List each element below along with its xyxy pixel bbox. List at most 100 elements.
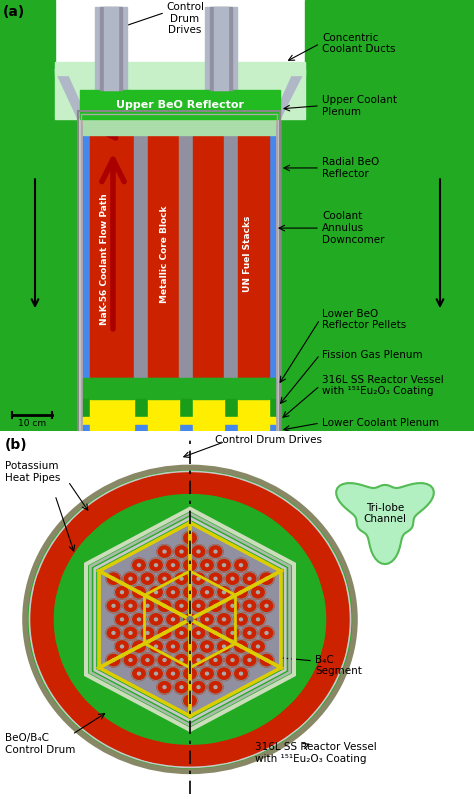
Text: 316L SS Reactor Vessel
with ¹⁵¹Eu₂O₃ Coating: 316L SS Reactor Vessel with ¹⁵¹Eu₂O₃ Coa… [322,375,444,396]
Circle shape [225,599,240,613]
Circle shape [234,666,248,681]
Circle shape [197,631,200,634]
Text: NaK-56 Coolant Flow Path: NaK-56 Coolant Flow Path [100,193,109,325]
Circle shape [234,559,248,572]
Circle shape [180,686,183,689]
Circle shape [148,639,164,654]
Circle shape [225,653,240,667]
Circle shape [222,672,226,675]
Circle shape [165,639,181,654]
Circle shape [174,545,189,559]
Circle shape [174,680,189,694]
Bar [100,7,122,90]
Circle shape [217,586,231,599]
Circle shape [259,572,274,586]
Bar [83,400,275,417]
Circle shape [157,572,172,586]
Circle shape [242,599,257,613]
Circle shape [208,653,223,667]
Circle shape [265,578,268,580]
Circle shape [172,618,174,621]
Circle shape [163,658,166,662]
Circle shape [146,658,149,662]
Circle shape [106,626,121,640]
Circle shape [155,645,157,648]
Circle shape [189,618,191,621]
Circle shape [25,467,355,771]
Circle shape [106,599,121,613]
Circle shape [131,613,146,626]
Bar [81,114,277,432]
Circle shape [208,626,223,640]
Circle shape [155,672,157,675]
Text: Fission Gas Plenum: Fission Gas Plenum [322,350,423,360]
Circle shape [214,686,217,689]
Circle shape [239,591,243,594]
Circle shape [231,578,234,580]
Polygon shape [35,511,98,593]
Bar [305,0,474,114]
Circle shape [200,586,215,599]
Bar [95,7,127,90]
Circle shape [148,613,164,626]
Polygon shape [141,473,239,499]
Circle shape [165,559,181,572]
Circle shape [146,578,149,580]
Bar [83,417,275,431]
Bar [90,400,134,431]
Circle shape [265,604,268,607]
Bar [280,114,474,435]
Circle shape [180,658,183,662]
Text: 10 cm: 10 cm [18,419,46,427]
Circle shape [131,559,146,572]
Circle shape [189,672,191,675]
Circle shape [214,604,217,607]
Circle shape [234,586,248,599]
Bar [193,379,224,400]
Circle shape [231,631,234,634]
Polygon shape [275,70,305,119]
Circle shape [197,551,200,553]
Circle shape [129,631,132,634]
Text: B₄C
Segment: B₄C Segment [315,654,362,676]
Circle shape [155,591,157,594]
Circle shape [157,680,172,694]
Circle shape [265,631,268,634]
Polygon shape [72,704,162,762]
Circle shape [191,626,206,640]
Bar [148,125,179,379]
Circle shape [250,586,265,599]
Circle shape [242,572,257,586]
Circle shape [137,645,140,648]
Circle shape [200,639,215,654]
Text: Potassium
Heat Pipes: Potassium Heat Pipes [5,461,60,483]
Circle shape [239,564,243,566]
Bar [210,7,232,90]
Circle shape [148,559,164,572]
Bar [90,125,134,379]
Bar [134,125,148,431]
Circle shape [256,618,259,621]
Circle shape [140,572,155,586]
Circle shape [208,680,223,694]
Bar [78,111,280,435]
Polygon shape [55,70,85,119]
Bar [83,379,275,400]
Polygon shape [35,646,98,728]
Polygon shape [99,523,281,716]
Circle shape [182,613,198,626]
Circle shape [214,658,217,662]
Circle shape [256,645,259,648]
Circle shape [187,617,193,622]
Circle shape [137,591,140,594]
Circle shape [197,604,200,607]
Circle shape [140,599,155,613]
Circle shape [129,604,132,607]
Circle shape [180,578,183,580]
Circle shape [217,639,231,654]
Circle shape [165,586,181,599]
Circle shape [234,613,248,626]
Bar [148,379,179,400]
Circle shape [157,653,172,667]
Circle shape [123,572,138,586]
